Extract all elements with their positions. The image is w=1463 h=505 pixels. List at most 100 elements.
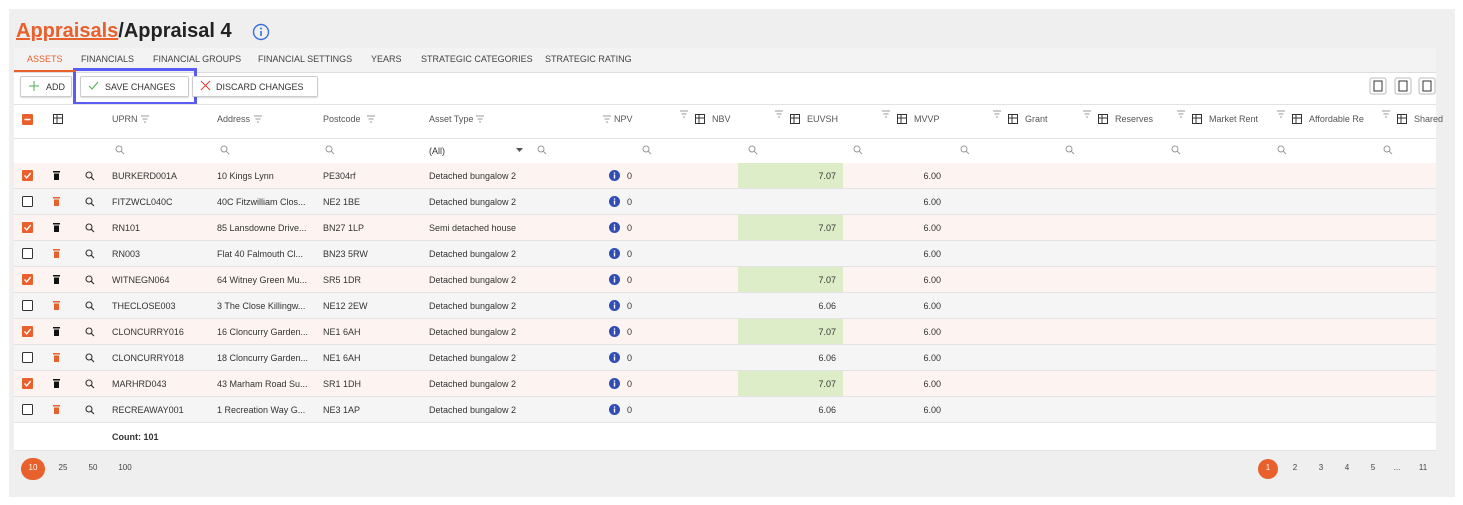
page-link[interactable]: 1: [1265, 463, 1271, 472]
npv-info-icon[interactable]: [609, 170, 620, 181]
view-icon[interactable]: [85, 249, 95, 259]
delete-icon[interactable]: [53, 197, 61, 207]
delete-icon[interactable]: [53, 249, 61, 259]
search-icon: [748, 145, 758, 155]
page-link[interactable]: 4: [1344, 463, 1350, 472]
discard-button[interactable]: [192, 76, 318, 97]
info-icon[interactable]: [252, 23, 270, 41]
view-icon[interactable]: [85, 275, 95, 285]
tab[interactable]: STRATEGIC RATING: [545, 54, 632, 64]
delete-icon[interactable]: [53, 301, 61, 311]
row-checkbox[interactable]: [22, 274, 33, 285]
page-size[interactable]: 25: [58, 463, 68, 472]
button-label[interactable]: DISCARD CHANGES: [216, 82, 304, 92]
table-row: [14, 163, 1436, 189]
search-icon: [325, 145, 335, 155]
sort-icon: [1083, 110, 1091, 118]
page-size[interactable]: 10: [28, 463, 38, 472]
sort-icon: [775, 110, 783, 118]
button-label[interactable]: ADD: [46, 82, 66, 92]
delete-icon[interactable]: [53, 405, 61, 415]
sort-icon: [367, 115, 375, 123]
cell-uprn: THECLOSE003: [112, 301, 176, 311]
delete-icon[interactable]: [53, 327, 61, 337]
column-header[interactable]: Affordable Re: [1309, 114, 1364, 124]
npv-info-icon[interactable]: [609, 326, 620, 337]
column-header[interactable]: Reserves: [1115, 114, 1154, 124]
delete-icon[interactable]: [53, 353, 61, 363]
column-header[interactable]: Shared: [1414, 114, 1444, 124]
header-row: [14, 104, 1436, 139]
table-row: [14, 319, 1436, 345]
npv-info-icon[interactable]: [609, 352, 620, 363]
filter-value[interactable]: (All): [429, 146, 445, 156]
row-checkbox[interactable]: [22, 404, 33, 415]
tab[interactable]: YEARS: [371, 54, 402, 64]
npv-info-icon[interactable]: [609, 378, 620, 389]
view-icon[interactable]: [85, 379, 95, 389]
delete-icon[interactable]: [53, 171, 61, 181]
column-header[interactable]: Market Rent: [1209, 114, 1259, 124]
view-icon[interactable]: [85, 197, 95, 207]
page-link[interactable]: 3: [1318, 463, 1324, 472]
page-link[interactable]: 11: [1418, 463, 1428, 472]
dropdown-arrow[interactable]: [516, 148, 523, 153]
euvsh-highlight: [738, 215, 843, 240]
breadcrumb-link[interactable]: Appraisals: [16, 20, 119, 42]
npv-info-icon[interactable]: [609, 196, 620, 207]
row-checkbox[interactable]: [22, 222, 33, 233]
column-header[interactable]: UPRN: [112, 114, 138, 124]
row-checkbox[interactable]: [22, 170, 33, 181]
tab[interactable]: ASSETS: [27, 54, 63, 64]
grid-icon: [1192, 114, 1202, 124]
page-link[interactable]: 2: [1292, 463, 1298, 472]
npv-info-icon[interactable]: [609, 404, 620, 415]
add-button[interactable]: [20, 76, 72, 97]
page-link[interactable]: 5: [1370, 463, 1376, 472]
button-label[interactable]: SAVE CHANGES: [105, 82, 176, 92]
view-icon[interactable]: [85, 301, 95, 311]
cell-asset-type: Detached bungalow 2: [429, 197, 517, 207]
row-checkbox[interactable]: [22, 352, 33, 363]
delete-icon[interactable]: [53, 223, 61, 233]
page-size[interactable]: 100: [118, 463, 132, 472]
tab[interactable]: FINANCIAL SETTINGS: [258, 54, 353, 64]
view-icon[interactable]: [85, 223, 95, 233]
grid-icon: [1397, 114, 1407, 124]
cell-mvvp: 6.00: [923, 405, 941, 415]
tab[interactable]: FINANCIALS: [81, 54, 135, 64]
view-icon[interactable]: [85, 405, 95, 415]
page-size[interactable]: 50: [88, 463, 98, 472]
view-icon[interactable]: [85, 327, 95, 337]
delete-icon[interactable]: [53, 275, 61, 285]
npv-info-icon[interactable]: [609, 222, 620, 233]
column-header[interactable]: EUVSH: [807, 114, 839, 124]
column-header[interactable]: Address: [217, 114, 251, 124]
view-icon[interactable]: [85, 353, 95, 363]
row-checkbox[interactable]: [22, 300, 33, 311]
row-checkbox[interactable]: [22, 378, 33, 389]
column-header[interactable]: Grant: [1025, 114, 1048, 124]
view-icon[interactable]: [85, 171, 95, 181]
save-button[interactable]: [80, 76, 189, 97]
row-checkbox[interactable]: [22, 326, 33, 337]
delete-icon[interactable]: [53, 379, 61, 389]
row-checkbox[interactable]: [22, 196, 33, 207]
row-checkbox[interactable]: [22, 248, 33, 259]
select-all-checkbox[interactable]: [22, 114, 33, 125]
tab[interactable]: STRATEGIC CATEGORIES: [421, 54, 533, 64]
page-link[interactable]: ...: [1393, 463, 1401, 472]
column-header[interactable]: Postcode: [323, 114, 361, 124]
tab[interactable]: FINANCIAL GROUPS: [153, 54, 242, 64]
toolbar-icon[interactable]: [1369, 77, 1387, 95]
toolbar-icon[interactable]: [1394, 77, 1412, 95]
npv-info-icon[interactable]: [609, 274, 620, 285]
npv-info-icon[interactable]: [609, 248, 620, 259]
npv-info-icon[interactable]: [609, 300, 620, 311]
column-header[interactable]: MVVP: [914, 114, 940, 124]
column-header[interactable]: Asset Type: [429, 114, 474, 124]
column-header[interactable]: NBV: [712, 114, 731, 124]
toolbar-icon[interactable]: [1418, 77, 1436, 95]
column-header[interactable]: NPV: [614, 114, 633, 124]
sort-icon: [476, 115, 484, 123]
